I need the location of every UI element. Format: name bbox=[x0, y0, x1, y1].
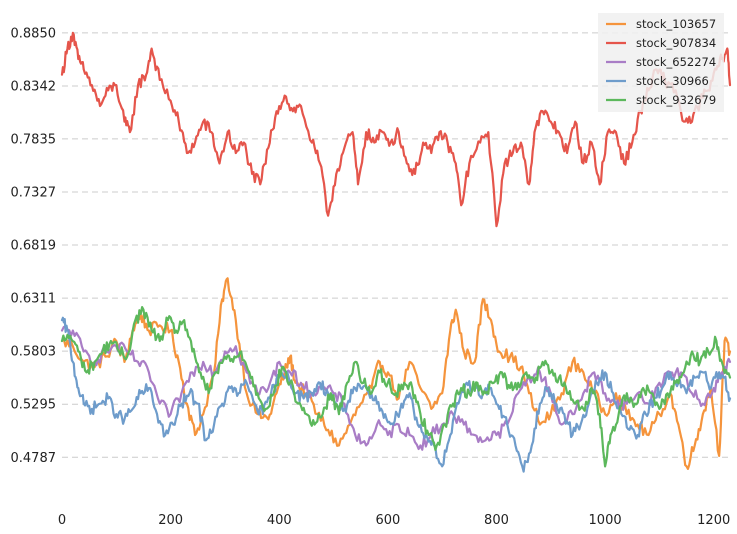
series-line-stock_103657 bbox=[60, 277, 732, 470]
x-tick-label: 0 bbox=[58, 513, 66, 528]
y-tick-label: 0.8342 bbox=[11, 79, 57, 94]
y-tick-label: 0.6311 bbox=[11, 292, 57, 307]
series-line-stock_652274 bbox=[60, 325, 732, 451]
y-tick-label: 0.4787 bbox=[11, 451, 57, 466]
y-tick-label: 0.5803 bbox=[11, 345, 57, 360]
legend: stock_103657 stock_907834 stock_652274stoc… bbox=[598, 13, 724, 112]
legend-label: stock_932679 bbox=[636, 93, 716, 107]
x-tick-label: 200 bbox=[158, 513, 183, 528]
legend-label: stock_652274 bbox=[636, 55, 716, 69]
legend-label: stock_30966 bbox=[636, 74, 709, 88]
x-axis-ticks: 0 200 400 600 800 1000 1200 bbox=[58, 513, 730, 528]
y-tick-label: 0.6819 bbox=[11, 239, 57, 254]
x-tick-label: 1200 bbox=[697, 513, 730, 528]
series-line-stock_907834 bbox=[60, 31, 732, 228]
y-tick-label: 0.7835 bbox=[11, 132, 57, 147]
legend-label: stock_103657 bbox=[636, 17, 716, 31]
legend-label: stock_907834 bbox=[636, 36, 716, 50]
series-line-stock_30966 bbox=[60, 316, 732, 473]
y-tick-label: 0.7327 bbox=[11, 185, 57, 200]
x-tick-label: 400 bbox=[267, 513, 292, 528]
y-tick-label: 0.8850 bbox=[11, 26, 57, 41]
y-tick-label: 0.5295 bbox=[11, 398, 57, 413]
y-axis-ticks: 0.4787 0.5295 0.5803 0.6311 0.6819 0.7327 0.78… bbox=[11, 26, 57, 465]
x-tick-label: 1000 bbox=[589, 513, 622, 528]
x-tick-label: 800 bbox=[484, 513, 509, 528]
series-line-stock_932679 bbox=[60, 305, 732, 468]
x-tick-label: 600 bbox=[375, 513, 400, 528]
series-lines bbox=[60, 31, 732, 473]
